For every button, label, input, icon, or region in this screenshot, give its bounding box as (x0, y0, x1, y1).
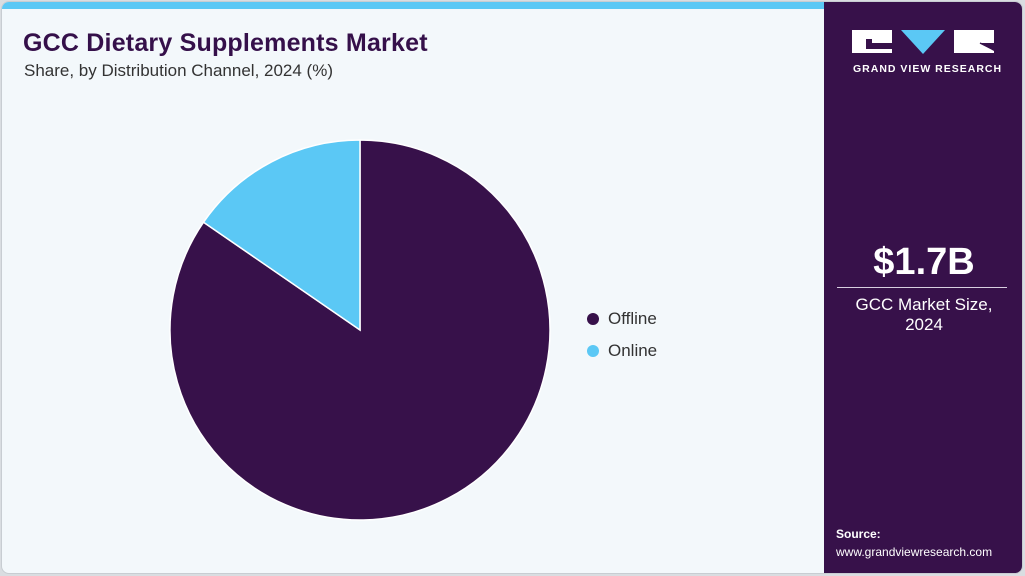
sidebar: GRAND VIEW RESEARCH $1.7B GCC Market Siz… (824, 2, 1022, 573)
pie-slice-online (202, 139, 361, 332)
kpi-divider (837, 287, 1007, 288)
market-size-label: GCC Market Size, 2024 (824, 295, 1022, 335)
chart-subtitle: Share, by Distribution Channel, 2024 (%) (24, 61, 333, 80)
chart-area: GCC Dietary Supplements Market Share, by… (2, 2, 824, 573)
market-size-label-line2: 2024 (905, 315, 943, 334)
brand-name: GRAND VIEW RESEARCH (853, 63, 1003, 75)
legend-dot-offline-icon (587, 313, 599, 325)
pie-chart (169, 139, 551, 521)
legend-item-offline: Offline (587, 303, 657, 335)
chart-title: GCC Dietary Supplements Market (23, 29, 428, 57)
legend-dot-online-icon (587, 345, 599, 357)
legend-label-offline: Offline (608, 309, 657, 328)
legend-item-online: Online (587, 335, 657, 367)
market-size-label-line1: GCC Market Size, (855, 295, 993, 314)
accent-bar (2, 2, 824, 9)
gvr-logo-icon (852, 30, 994, 54)
legend-label-online: Online (608, 341, 658, 360)
legend: Offline Online (587, 303, 657, 367)
source-label: Source: (836, 527, 881, 541)
source-link[interactable]: www.grandviewresearch.com (836, 545, 993, 559)
market-size-value: $1.7B (873, 241, 975, 283)
